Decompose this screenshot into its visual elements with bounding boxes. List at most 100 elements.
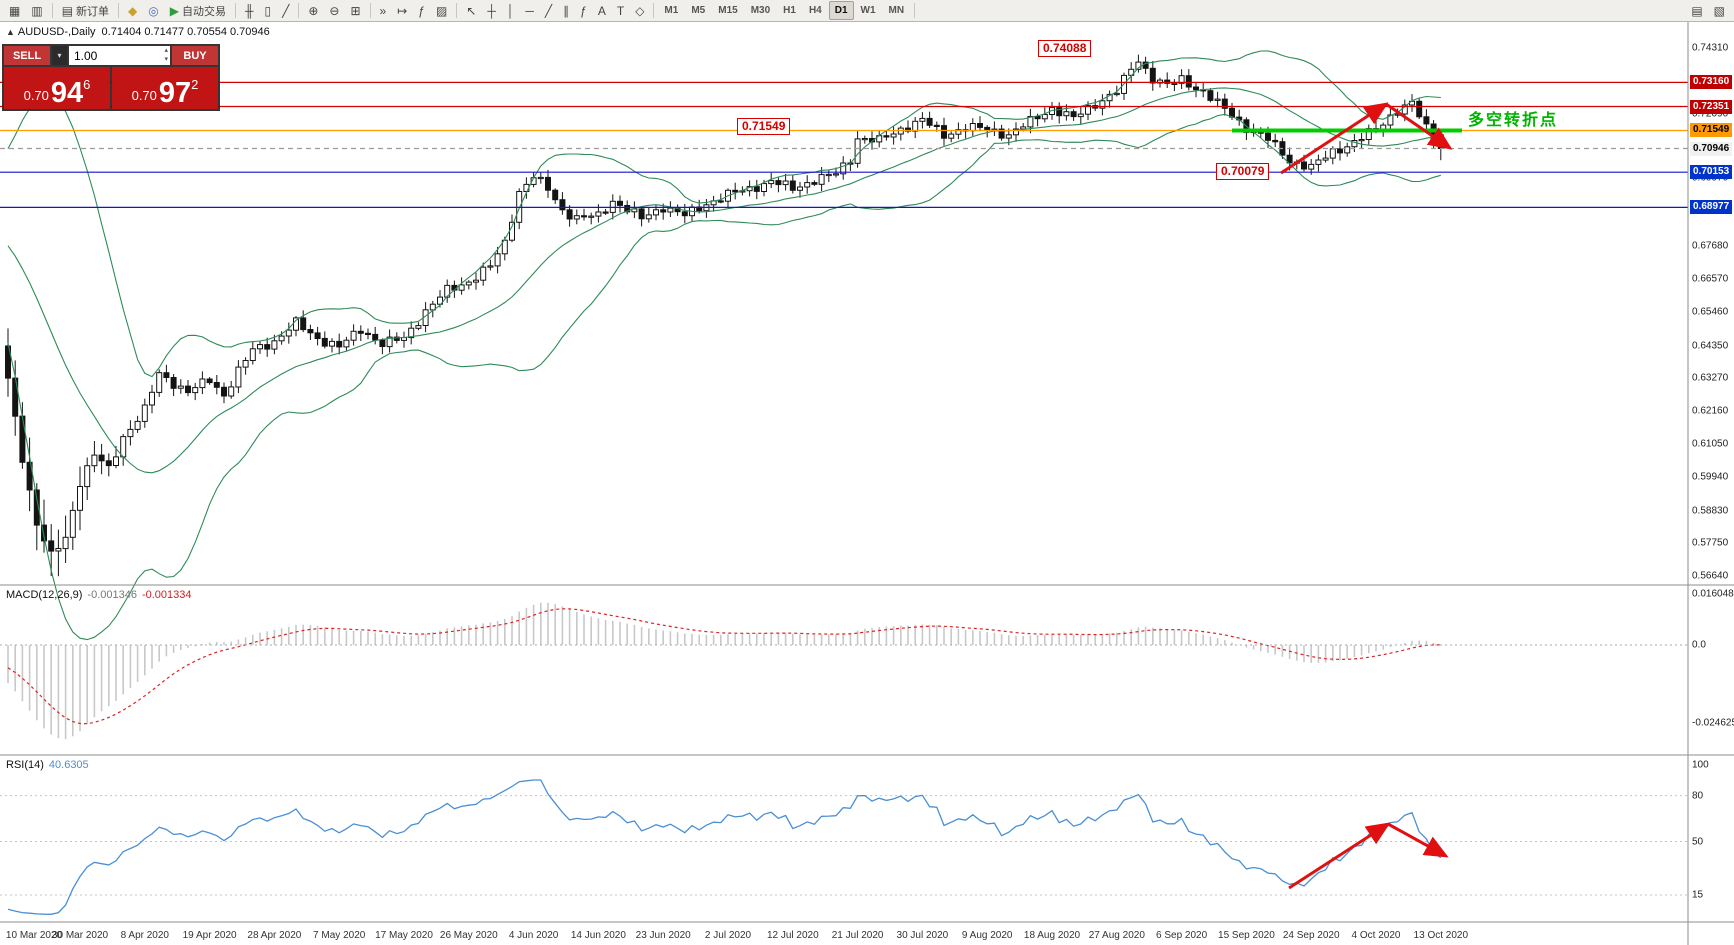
turning-point-label[interactable]: 多空转折点 (1468, 112, 1559, 129)
trendline-tool-icon: ╱ (544, 3, 553, 18)
fibonacci-tool-button[interactable]: ƒ (575, 1, 592, 20)
trendline-tool-button[interactable]: ╱ (540, 1, 557, 20)
channel-tool-button[interactable]: ∥ (558, 1, 574, 20)
shapes-tool-button[interactable]: ◇ (630, 1, 649, 20)
sell-price-sup: 6 (83, 77, 91, 92)
rsi-indicator-label: RSI(14) 40.6305 (6, 759, 89, 771)
zoom-out-icon: ⊖ (329, 3, 340, 18)
tile-windows-icon: ⊞ (350, 3, 361, 18)
trend-arrow[interactable] (1280, 102, 1389, 175)
sell-price-big: 94 (50, 77, 84, 110)
volume-dropdown[interactable]: ▾ (52, 46, 67, 65)
volume-input[interactable]: 1.00 ▴ ▾ (69, 46, 170, 65)
toolbar-group: ◆ ◎ ▶ 自动交易 (123, 1, 231, 20)
one-click-toggle[interactable]: ▲ (6, 27, 15, 37)
ohlc-values: 0.71404 0.71477 0.70554 0.70946 (101, 26, 270, 38)
fibonacci-tool-icon: ƒ (580, 3, 587, 18)
zoom-in-button[interactable]: ⊕ (303, 1, 323, 20)
sell-price-prefix: 0.70 (23, 88, 49, 103)
templates-button[interactable]: ▨ (431, 1, 452, 20)
toolbar-separator (298, 3, 300, 18)
spin-up-icon[interactable]: ▴ (164, 47, 168, 54)
symbol-title: AUDUSD-,Daily (17, 26, 96, 38)
sell-button[interactable]: SELL (4, 46, 50, 65)
timeframe-m1-button[interactable]: M1 (664, 5, 679, 16)
sell-price-display[interactable]: 0.70 94 6 (4, 67, 110, 109)
channel-tool-icon: ∥ (563, 3, 570, 18)
volume-spinner[interactable]: ▴ ▾ (164, 46, 168, 64)
toolbar-group: ⊕ ⊖ ⊞ (303, 1, 365, 20)
indicators-list-button[interactable]: ƒ (413, 1, 430, 20)
crosshair-tool-button[interactable]: ┼ (482, 1, 501, 20)
metaeditor-icon: ◆ (128, 3, 138, 18)
bollinger-band (7, 87, 1441, 474)
data-window-icon: ▧ (1713, 3, 1725, 18)
timeframe-mn-button[interactable]: MN (888, 5, 905, 16)
bollinger-band (7, 50, 1441, 378)
text-tool-button[interactable]: A (593, 1, 611, 20)
toolbar-group: M1 M5 M15 M30 H1 H4 D1 W1 MN (658, 1, 910, 20)
chart-window[interactable]: ▲ AUDUSD-,Daily 0.71404 0.71477 0.70554 0.… (0, 22, 1734, 945)
templates-icon: ▨ (435, 3, 448, 18)
new-chart-button[interactable]: ▦ (4, 1, 25, 20)
chart-canvas[interactable] (0, 22, 1734, 945)
toolbar-separator (118, 3, 120, 18)
toolbar-separator (234, 3, 236, 18)
metaeditor-button[interactable]: ◆ (123, 1, 142, 20)
cursor-tool-button[interactable]: ↖ (461, 1, 481, 20)
spin-down-icon[interactable]: ▾ (164, 56, 168, 63)
macd-title: MACD(12,26,9) (6, 589, 83, 601)
timeframe-h4-button[interactable]: H4 (808, 5, 822, 16)
crosshair-tool-icon: ┼ (487, 3, 496, 18)
toolbar-separator (456, 3, 458, 18)
timeframe-m5-button[interactable]: M5 (691, 5, 706, 16)
trend-arrow[interactable] (1288, 822, 1391, 890)
rsi-value: 40.6305 (48, 759, 89, 771)
buy-price-sup: 2 (191, 77, 199, 92)
new-order-button[interactable]: ▤ 新订单 (57, 1, 114, 20)
chart-profiles-button[interactable]: ▥ (26, 1, 47, 20)
buy-price-display[interactable]: 0.70 97 2 (112, 67, 218, 109)
macd-signal-value: -0.001334 (141, 589, 192, 601)
options-button[interactable]: ◎ (143, 1, 163, 20)
timeframe-m30-button[interactable]: M30 (750, 5, 771, 16)
indicators-list-icon: ƒ (418, 3, 425, 18)
timeframe-w1-button[interactable]: W1 (860, 5, 876, 16)
toolbar-separator (914, 3, 916, 18)
bar-chart-mode-button[interactable]: ╫ (240, 1, 259, 20)
options-icon: ◎ (148, 3, 159, 18)
toolbar-group: ▤ 新订单 (57, 1, 114, 20)
zoom-out-button[interactable]: ⊖ (324, 1, 344, 20)
tile-windows-button[interactable]: ⊞ (345, 1, 365, 20)
main-toolbar: ▦ ▥ ▤ 新订单 ◆ ◎ ▶ 自动交易 ╫ ▯ ╱ ⊕ ⊖ ⊞» ↦ ƒ ▨ ↖ ┼ │ ─ ╱ ∥ ƒ A T ◇ M1 M5 M15… (0, 0, 1734, 22)
horizontal-line-tool-icon: ─ (525, 3, 534, 18)
data-window-button[interactable]: ▧ (1709, 1, 1730, 20)
toolbar-separator (653, 3, 655, 18)
timeframe-m15-button[interactable]: M15 (718, 5, 738, 16)
horizontal-line-tool-button[interactable]: ─ (520, 1, 539, 20)
toolbar-group: ▦ ▥ (4, 1, 48, 20)
buy-price-big: 97 (158, 77, 192, 110)
label-tool-button[interactable]: T (612, 1, 629, 20)
buy-button[interactable]: BUY (172, 46, 218, 65)
rsi-title: RSI(14) (6, 759, 44, 771)
volume-value: 1.00 (74, 48, 98, 63)
line-chart-mode-button[interactable]: ╱ (277, 1, 294, 20)
timeframe-d1-button[interactable]: D1 (828, 1, 854, 20)
autotrading-button[interactable]: ▶ 自动交易 (165, 1, 231, 20)
print-button[interactable]: ▤ (1686, 1, 1707, 20)
auto-scroll-button[interactable]: » (375, 1, 392, 20)
line-chart-mode-icon: ╱ (282, 3, 290, 18)
autotrading-icon: ▶ (169, 3, 179, 18)
trend-arrow[interactable] (1385, 102, 1453, 150)
macd-histogram (7, 602, 1442, 740)
new-order-label: 新订单 (76, 5, 110, 18)
vertical-line-tool-button[interactable]: │ (502, 1, 520, 20)
label-tool-icon: T (616, 3, 625, 18)
timeframe-h1-button[interactable]: H1 (783, 5, 796, 16)
rsi-line (7, 779, 1442, 915)
candlestick-mode-button[interactable]: ▯ (260, 1, 277, 20)
chart-shift-button[interactable]: ↦ (392, 1, 412, 20)
trend-arrow[interactable] (1387, 822, 1449, 858)
